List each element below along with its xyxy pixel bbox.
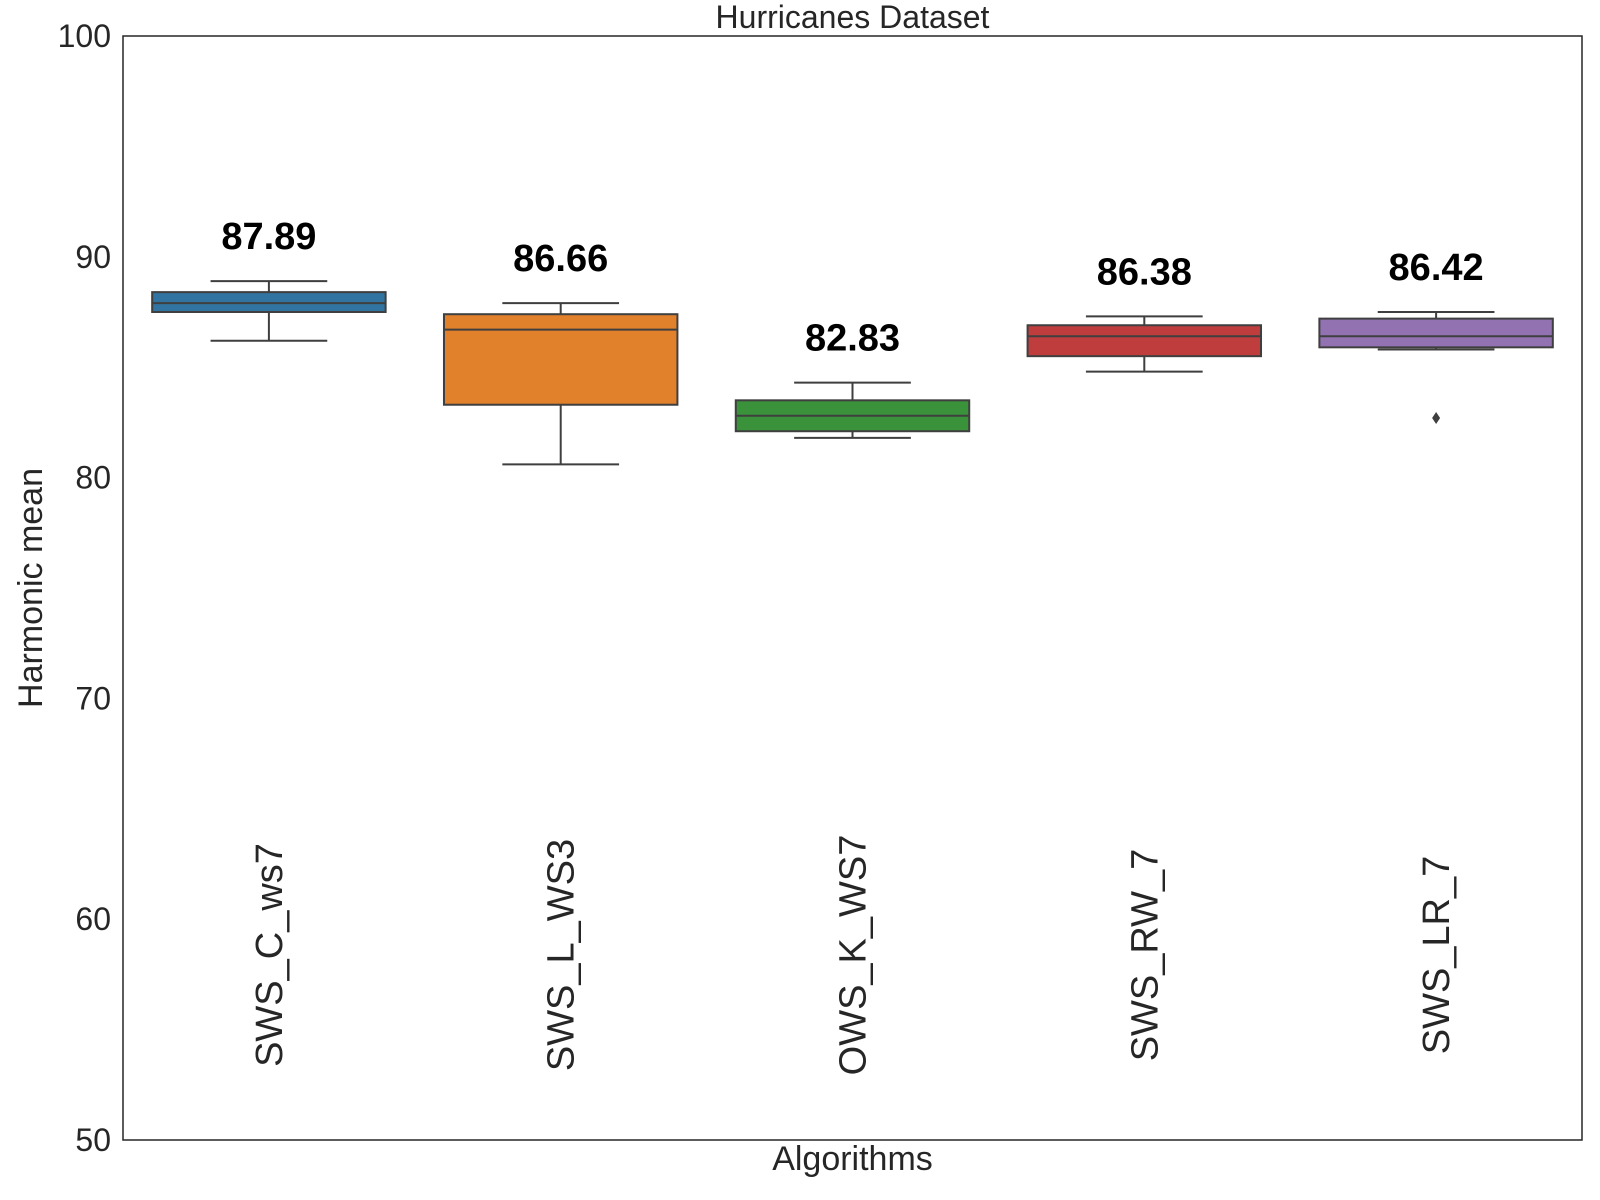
y-tick-label: 80 xyxy=(75,460,111,496)
box-series: 87.89 86.66 82.83 86.38 86.42 xyxy=(151,216,1554,466)
y-tick-label: 50 xyxy=(75,1122,111,1158)
outlier-point xyxy=(1432,411,1441,424)
box-body xyxy=(1318,317,1554,349)
y-tick-label: 60 xyxy=(75,901,111,937)
box-OWS_K_WS7: 82.83 xyxy=(734,318,971,439)
category-label: SWS_L_WS3 xyxy=(541,839,583,1071)
y-tick-label: 70 xyxy=(75,680,111,716)
box-SWS_L_WS3: 86.66 xyxy=(442,238,679,466)
annotation-label: 86.42 xyxy=(1389,247,1484,289)
category-label: SWS_RW_7 xyxy=(1124,849,1166,1062)
y-axis-title: Harmonic mean xyxy=(12,468,50,708)
x-axis-title: Algorithms xyxy=(772,1140,933,1178)
box-body xyxy=(442,313,679,406)
category-label: OWS_K_WS7 xyxy=(833,835,875,1076)
box-body xyxy=(151,291,387,313)
annotation-label: 82.83 xyxy=(805,318,900,360)
box-body xyxy=(1026,324,1263,358)
annotation-label: 86.38 xyxy=(1097,251,1192,293)
y-axis-ticks: 50 60 70 80 90 100 xyxy=(58,18,111,1158)
box-SWS_RW_7: 86.38 xyxy=(1026,251,1263,373)
annotation-label: 87.89 xyxy=(221,216,316,258)
annotation-label: 86.66 xyxy=(513,238,608,280)
plot-frame xyxy=(122,35,1583,1141)
y-tick-label: 90 xyxy=(75,239,111,275)
box-SWS_LR_7: 86.42 xyxy=(1318,247,1554,424)
box-SWS_C_ws7: 87.89 xyxy=(151,216,387,342)
y-tick-label: 100 xyxy=(58,18,111,54)
chart-title: Hurricanes Dataset xyxy=(716,0,990,35)
category-label: SWS_LR_7 xyxy=(1416,856,1458,1055)
category-label: SWS_C_ws7 xyxy=(249,843,291,1067)
category-labels: SWS_C_ws7 SWS_L_WS3 OWS_K_WS7 SWS_RW_7 SWS_L… xyxy=(249,835,1458,1076)
